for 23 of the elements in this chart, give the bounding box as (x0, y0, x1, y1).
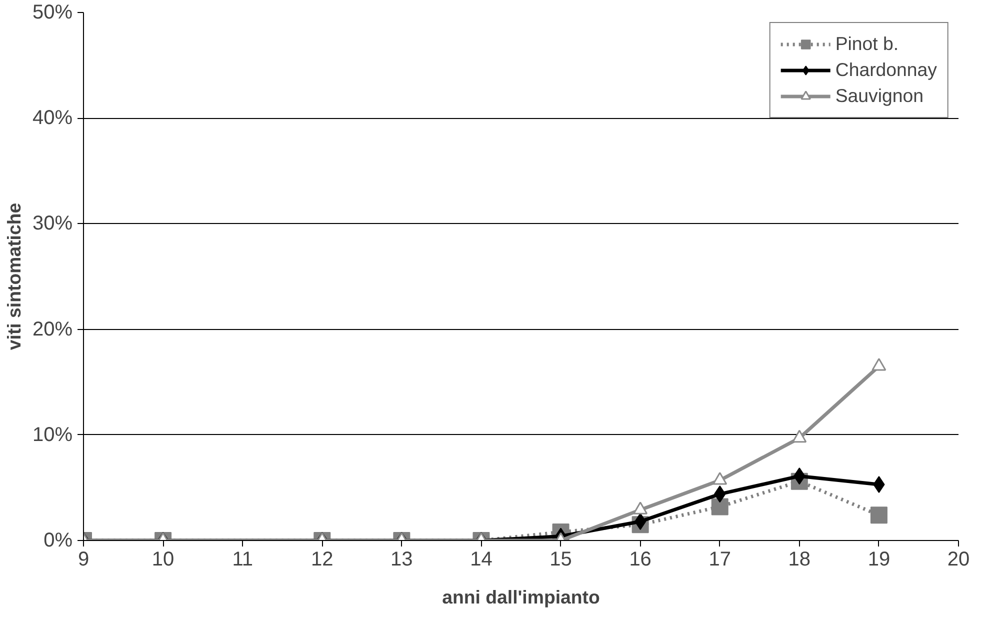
y-axis-title: viti sintomatiche (3, 202, 24, 350)
y-tick-label: 20% (32, 318, 73, 340)
x-tick-label: 12 (311, 548, 334, 570)
y-tick-label: 50% (32, 2, 73, 24)
x-tick-label: 14 (470, 548, 492, 570)
legend-label: Chardonnay (835, 59, 937, 81)
y-tick-label: 10% (32, 424, 73, 446)
x-tick-label: 11 (232, 548, 253, 570)
x-axis-title: anni dall'impianto (442, 586, 600, 608)
y-tick-label: 0% (44, 530, 73, 552)
x-tick-label: 17 (708, 548, 731, 570)
x-tick-label: 15 (550, 548, 572, 570)
x-tick-label: 18 (788, 548, 811, 570)
x-tick-label: 20 (947, 548, 970, 570)
x-tick-label: 19 (868, 548, 890, 570)
x-tick-label: 13 (390, 548, 413, 570)
legend-label: Sauvignon (835, 85, 924, 107)
x-tick-label: 9 (78, 548, 90, 570)
x-tick-label: 16 (629, 548, 652, 570)
y-tick-label: 30% (32, 212, 73, 235)
x-tick-label: 10 (152, 548, 174, 570)
legend-label: Pinot b. (835, 33, 899, 55)
y-tick-label: 40% (32, 107, 73, 130)
